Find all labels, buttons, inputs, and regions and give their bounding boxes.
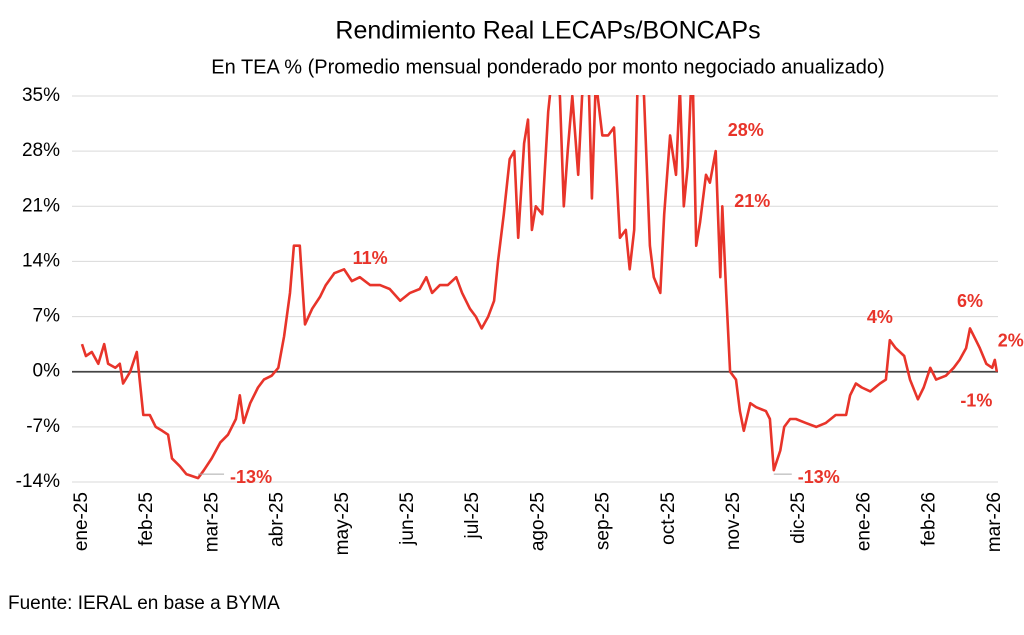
annotation: 4% xyxy=(867,307,893,327)
x-tick-label: oct-25 xyxy=(658,492,679,545)
x-tick-label: may-25 xyxy=(332,492,353,555)
x-tick-label: ene-26 xyxy=(853,492,874,551)
y-tick-label: -7% xyxy=(26,416,60,437)
data-line xyxy=(80,95,999,480)
labels: -14% -7% 0% 7% 14% 21% 28% 35% ene-25 feb-25 mar-2… xyxy=(16,85,1024,555)
annotation: -1% xyxy=(960,390,992,410)
annotation: 6% xyxy=(957,291,983,311)
x-tick-label: ago-25 xyxy=(527,492,548,551)
x-tick-label: jun-25 xyxy=(397,492,418,546)
y-tick-label: 14% xyxy=(22,250,60,271)
annotation: 28% xyxy=(728,120,764,140)
x-tick-label: mar-25 xyxy=(201,492,222,552)
x-tick-label: dic-25 xyxy=(788,492,809,544)
y-tick-label: 28% xyxy=(22,140,60,161)
annotation: 11% xyxy=(353,248,388,268)
x-tick-label: feb-26 xyxy=(919,492,940,546)
y-tick-label: 0% xyxy=(33,361,61,382)
y-tick-label: 35% xyxy=(22,85,60,106)
annotation: -13% xyxy=(230,467,272,487)
x-tick-label: mar-26 xyxy=(984,492,1005,552)
x-tick-label: abr-25 xyxy=(267,492,288,547)
plot-area xyxy=(80,95,999,480)
y-tick-label: -14% xyxy=(16,471,60,492)
annotation: 2% xyxy=(998,331,1024,351)
y-tick-label: 21% xyxy=(22,195,60,216)
annotation: 21% xyxy=(734,191,770,211)
x-tick-label: ene-25 xyxy=(71,492,92,551)
chart-title: Rendimiento Real LECAPs/BONCAPs xyxy=(335,17,760,45)
chart-subtitle: En TEA % (Promedio mensual ponderado por… xyxy=(211,56,884,78)
y-tick-label: 7% xyxy=(33,306,61,327)
x-tick-label: nov-25 xyxy=(723,492,744,550)
source-note: Fuente: IERAL en base a BYMA xyxy=(8,593,280,614)
grid xyxy=(72,95,998,483)
x-tick-label: sep-25 xyxy=(593,492,614,550)
x-tick-label: jul-25 xyxy=(462,492,483,539)
annotation: -13% xyxy=(798,467,840,487)
x-tick-label: feb-25 xyxy=(136,492,157,546)
